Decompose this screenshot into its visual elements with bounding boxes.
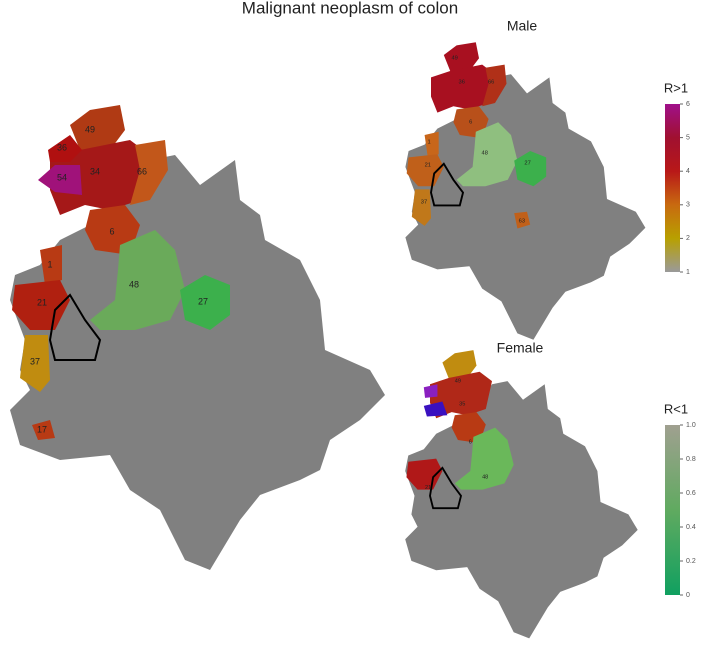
legend-title: R>1: [664, 80, 688, 95]
region: [20, 335, 50, 392]
region-outline: [10, 155, 385, 570]
region-label: 54: [57, 172, 67, 182]
home-region: [48, 293, 102, 361]
region-label: 37: [30, 356, 40, 366]
region: [431, 64, 495, 113]
region-label: 1: [427, 140, 430, 146]
region-label: 49: [451, 56, 457, 62]
region: [48, 135, 82, 162]
region: [514, 211, 531, 229]
legend-tick-label: 4: [686, 168, 690, 175]
region-label: 6: [109, 226, 114, 236]
legend-title: R<1: [664, 401, 688, 416]
region-label: 21: [425, 163, 431, 169]
region-label: 63: [519, 218, 525, 224]
legend-tick-label: 5: [686, 134, 690, 141]
region: [424, 131, 439, 158]
region-outline: [405, 74, 646, 340]
home-region: [430, 162, 465, 207]
map-female: 49 35 6 21 48: [405, 350, 638, 639]
legend-bar: [665, 104, 680, 272]
region: [12, 280, 70, 330]
region-label: 37: [421, 200, 427, 206]
region: [482, 64, 507, 107]
region-label: 21: [37, 297, 47, 307]
region: [406, 458, 443, 490]
region: [442, 350, 477, 378]
region-label: 34: [90, 166, 100, 176]
region: [32, 420, 55, 440]
region-label: 6: [469, 120, 472, 126]
region-label: 6: [469, 439, 472, 445]
region: [514, 151, 547, 187]
region: [38, 165, 82, 195]
legend-tick-label: 1: [686, 269, 690, 276]
region-label: 1: [47, 259, 52, 269]
legend-tick-label: 2: [686, 235, 690, 242]
region: [70, 105, 125, 150]
region-label: 36: [57, 142, 67, 152]
legend-tick-label: 0.6: [686, 490, 696, 497]
region: [423, 384, 438, 398]
region: [411, 189, 431, 226]
region: [456, 122, 518, 187]
map-main: 49 34 36 66 54 6 1 48 21 27 37 17: [10, 105, 385, 570]
region-label: 49: [85, 124, 95, 134]
region: [406, 154, 444, 187]
legend-tick-label: 0.4: [686, 524, 696, 531]
legend-tick-label: 0: [686, 592, 690, 599]
region: [130, 140, 168, 205]
region-label: 27: [524, 161, 530, 167]
region-label: 21: [425, 485, 431, 491]
region-label: 17: [37, 424, 47, 434]
region: [454, 427, 514, 490]
region-label: 27: [198, 296, 208, 306]
legend-tick-label: 0.8: [686, 456, 696, 463]
region: [180, 275, 230, 330]
home-region: [429, 466, 463, 510]
region-outline: [405, 381, 638, 639]
region-label: 48: [482, 150, 488, 156]
legend-tick-label: 0.2: [686, 558, 696, 565]
region-label: 35: [459, 402, 465, 408]
map-title: Female: [497, 340, 544, 356]
legend-tick-label: 3: [686, 202, 690, 209]
region: [443, 42, 479, 72]
region-label: 49: [455, 379, 461, 385]
region-label: 66: [137, 166, 147, 176]
region-label: 66: [488, 79, 494, 85]
region-label: 48: [482, 475, 488, 481]
legend-tick-label: 1.0: [686, 422, 696, 429]
region-label: 48: [129, 279, 139, 289]
map-title: Male: [507, 18, 538, 34]
region-label: 36: [459, 79, 465, 85]
region: [90, 230, 185, 330]
region: [430, 371, 492, 419]
region: [40, 245, 62, 285]
figure-title: Malignant neoplasm of colon: [242, 0, 458, 17]
region: [423, 401, 448, 417]
legend-bar: [665, 425, 680, 595]
legend-tick-label: 6: [686, 101, 690, 108]
region: [50, 140, 150, 215]
